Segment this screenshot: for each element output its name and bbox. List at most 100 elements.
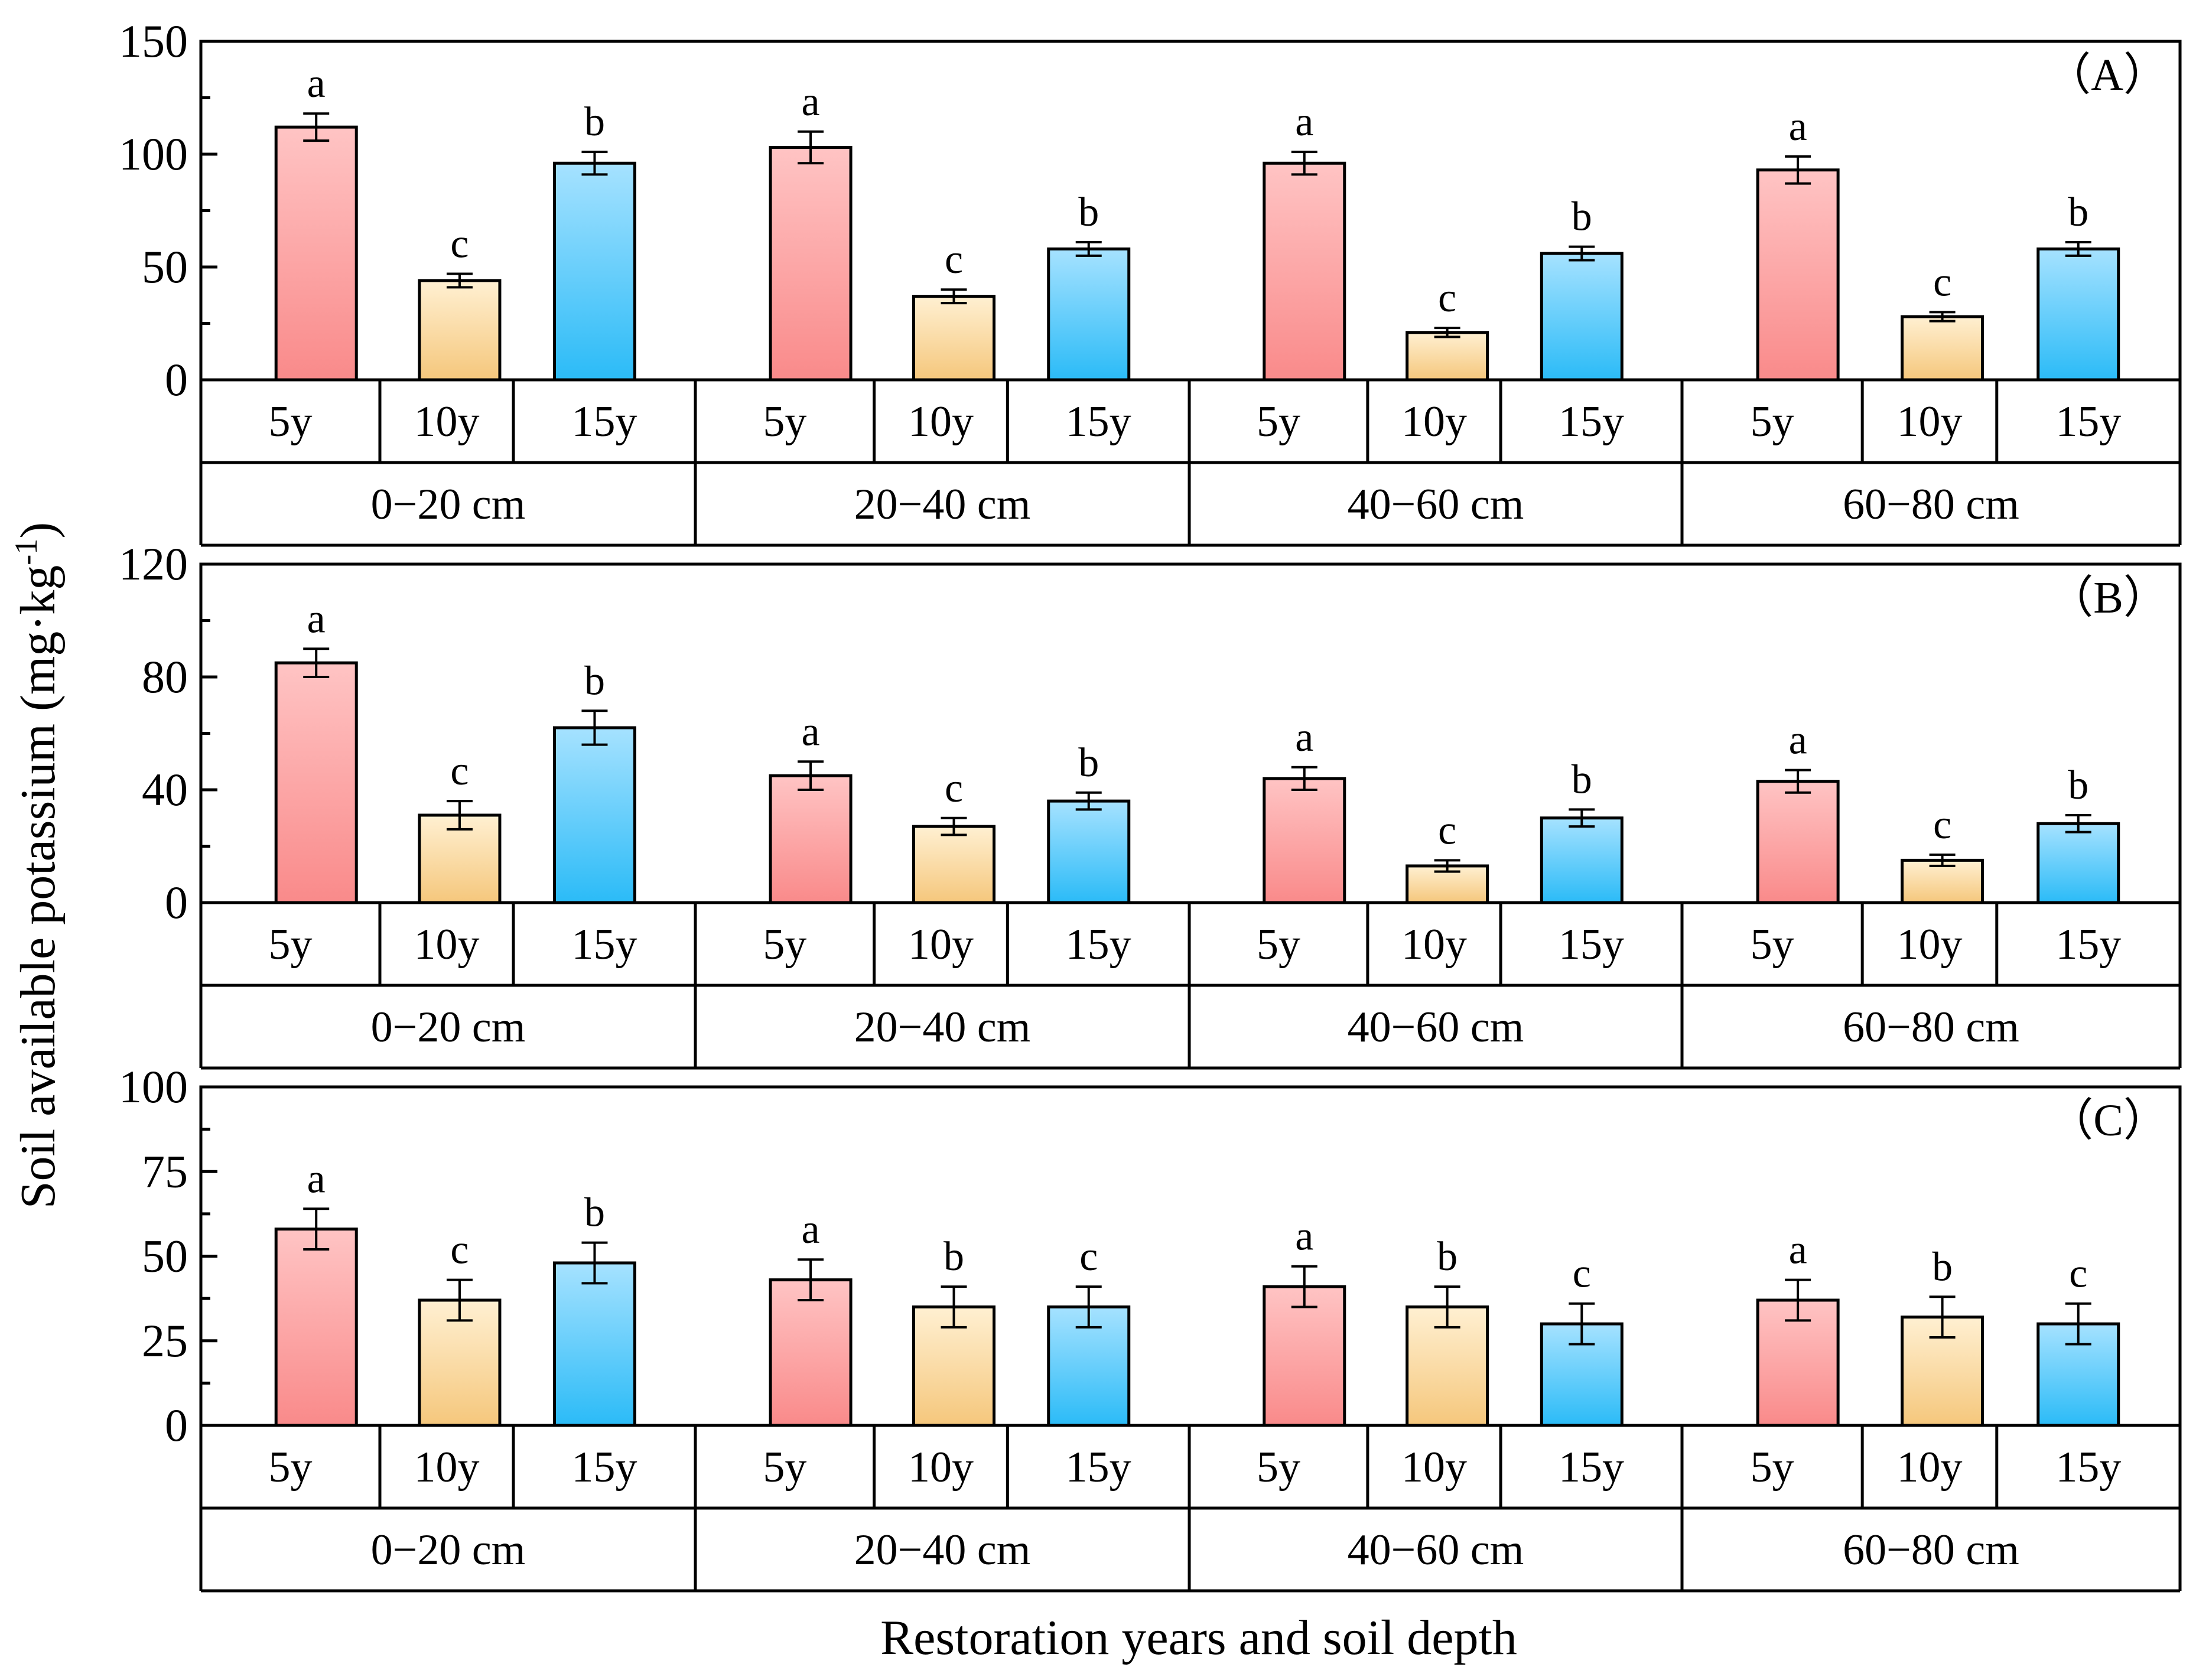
category-label: 15y — [2055, 398, 2121, 446]
bar-15y-4 — [2036, 247, 2120, 382]
significance-letter: c — [1573, 1251, 1591, 1297]
bar-10y-2 — [912, 295, 996, 382]
significance-letter: a — [802, 709, 820, 754]
category-label: 15y — [2055, 1443, 2121, 1492]
depth-group-label: 20−40 cm — [854, 1526, 1031, 1574]
category-label: 5y — [268, 920, 312, 969]
bar-15y-2 — [1047, 799, 1131, 904]
bar-5y-3 — [1263, 777, 1346, 904]
panel-1: 0 50 100 150 （A） a c b a c b a c b a c b 5y 10y 15y 0−20 cm 5… — [119, 15, 2182, 547]
bar-5y-4 — [1756, 780, 1840, 904]
category-label: 15y — [1066, 398, 1131, 446]
bar-5y-3 — [1263, 161, 1346, 382]
significance-letter: c — [1438, 275, 1456, 321]
y-tick-label: 0 — [165, 877, 188, 928]
significance-letter: a — [1789, 718, 1807, 763]
bar-5y-1 — [274, 125, 358, 382]
significance-letter: c — [945, 766, 963, 811]
y-tick-label: 100 — [119, 128, 188, 180]
significance-letter: b — [584, 1190, 605, 1236]
x-axis-title: Restoration years and soil depth — [880, 1610, 1517, 1665]
category-label: 10y — [1401, 398, 1467, 446]
bar-15y-1 — [552, 726, 636, 904]
significance-letter: a — [307, 61, 326, 106]
bar-5y-2 — [769, 774, 853, 904]
y-tick-label: 0 — [165, 354, 188, 405]
y-tick-label: 80 — [142, 651, 188, 702]
significance-letter: a — [1295, 99, 1313, 145]
category-label: 5y — [1257, 398, 1300, 446]
significance-letter: a — [307, 1156, 326, 1202]
category-label: 15y — [571, 1443, 637, 1492]
category-label: 15y — [571, 920, 637, 969]
depth-group-label: 40−60 cm — [1348, 1526, 1524, 1574]
category-label: 10y — [414, 920, 479, 969]
depth-group-label: 0−20 cm — [371, 1003, 526, 1051]
y-tick-label: 75 — [142, 1145, 188, 1197]
significance-letter: a — [1295, 1214, 1313, 1259]
category-label: 5y — [1751, 920, 1794, 969]
category-label: 15y — [1066, 1443, 1131, 1492]
significance-letter: c — [1933, 802, 1951, 848]
significance-letter: b — [2068, 190, 2088, 235]
bar-15y-3 — [1540, 1322, 1624, 1427]
depth-group-label: 60−80 cm — [1843, 480, 2019, 529]
significance-letter: c — [945, 237, 963, 282]
significance-letter: c — [1438, 808, 1456, 853]
category-label: 5y — [763, 1443, 806, 1492]
category-label: 5y — [1751, 1443, 1794, 1492]
significance-letter: b — [1932, 1244, 1953, 1290]
panel-label: （A） — [2046, 50, 2168, 100]
panel-label: （C） — [2048, 1096, 2168, 1145]
category-label: 5y — [1257, 1443, 1300, 1492]
category-label: 10y — [908, 398, 974, 446]
category-label: 15y — [571, 398, 637, 446]
bar-5y-2 — [769, 1278, 853, 1427]
category-label: 10y — [908, 1443, 974, 1492]
bar-10y-1 — [418, 279, 502, 382]
bar-15y-1 — [552, 1261, 636, 1427]
category-label: 10y — [1896, 920, 1962, 969]
significance-letter: b — [584, 658, 605, 704]
category-label: 10y — [1401, 1443, 1467, 1492]
significance-letter: c — [2069, 1251, 2087, 1297]
y-tick-label: 150 — [119, 15, 188, 67]
significance-letter: b — [2068, 763, 2088, 808]
significance-letter: b — [1572, 757, 1592, 802]
y-tick-label: 25 — [142, 1315, 188, 1366]
depth-group-label: 20−40 cm — [854, 1003, 1031, 1051]
bar-15y-3 — [1540, 816, 1624, 904]
significance-letter: a — [802, 1207, 820, 1252]
significance-letter: a — [1789, 104, 1807, 149]
bar-10y-4 — [1901, 315, 1984, 382]
bar-5y-1 — [274, 661, 358, 904]
category-label: 5y — [1257, 920, 1300, 969]
panels-root: 0 50 100 150 （A） a c b a c b a c b a c b 5y 10y 15y 0−20 cm 5… — [119, 15, 2182, 1593]
significance-letter: c — [1079, 1234, 1098, 1279]
y-tick-label: 120 — [119, 538, 188, 590]
bar-10y-2 — [912, 825, 996, 904]
category-label: 10y — [1896, 1443, 1962, 1492]
bar-15y-2 — [1047, 247, 1131, 382]
significance-letter: c — [450, 748, 469, 794]
significance-letter: c — [450, 1228, 469, 1273]
panel-2: 0 40 80 120 （B） a c b a c b a c b a c b 5y 10y 15y 0−20 cm 5y… — [119, 538, 2182, 1070]
bar-5y-2 — [769, 146, 853, 382]
category-label: 10y — [908, 920, 974, 969]
depth-group-label: 40−60 cm — [1348, 1003, 1524, 1051]
depth-group-label: 0−20 cm — [371, 480, 526, 529]
category-label: 15y — [2055, 920, 2121, 969]
panel-label: （B） — [2048, 573, 2168, 623]
bar-15y-4 — [2036, 822, 2120, 904]
category-label: 5y — [763, 398, 806, 446]
significance-letter: a — [1295, 715, 1313, 760]
depth-group-label: 20−40 cm — [854, 480, 1031, 529]
significance-letter: b — [1078, 190, 1099, 235]
category-label: 15y — [1559, 398, 1624, 446]
category-label: 10y — [414, 1443, 479, 1492]
category-label: 5y — [763, 920, 806, 969]
y-tick-label: 50 — [142, 241, 188, 292]
bar-5y-3 — [1263, 1285, 1346, 1427]
category-label: 15y — [1559, 1443, 1624, 1492]
depth-group-label: 60−80 cm — [1843, 1526, 2019, 1574]
